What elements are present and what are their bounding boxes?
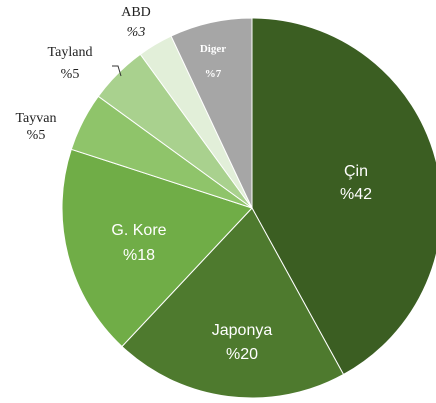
pie-slice-1 xyxy=(121,207,345,399)
slice-label-cin-name: Çin xyxy=(344,163,368,180)
pie-slice-0 xyxy=(251,17,436,376)
slice-label-tayvan-value: %5 xyxy=(27,128,46,143)
slice-label-cin-value: %42 xyxy=(340,186,372,203)
slice-label-japonya-value: %20 xyxy=(226,346,258,363)
pie-slice-2 xyxy=(61,148,253,348)
slice-label-gkore-name: G. Kore xyxy=(111,222,166,239)
slice-label-gkore-value: %18 xyxy=(123,247,155,264)
slice-label-diger-value: %7 xyxy=(205,68,222,80)
tayland-leader-line xyxy=(112,65,122,77)
slice-label-abd-name: ABD xyxy=(121,5,151,20)
slice-label-diger-name: Diger xyxy=(200,43,226,55)
slice-label-abd-value: %3 xyxy=(127,25,146,40)
pie-slice-6 xyxy=(170,17,253,209)
slice-label-tayland-value: %5 xyxy=(61,67,80,82)
slice-label-japonya-name: Japonya xyxy=(212,322,273,339)
pie-slices xyxy=(61,17,436,399)
slice-label-tayvan-name: Tayvan xyxy=(15,111,56,126)
slice-label-tayland-name: Tayland xyxy=(48,45,93,60)
